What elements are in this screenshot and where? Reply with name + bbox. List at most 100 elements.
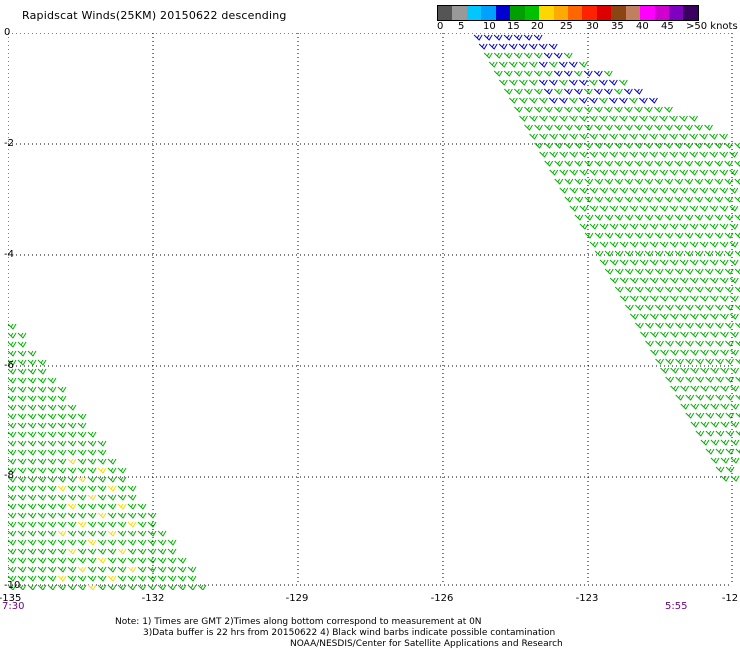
wind-barb: [157, 557, 167, 564]
wind-barb: [669, 205, 679, 212]
wind-barb: [695, 430, 705, 437]
wind-barb: [57, 404, 67, 411]
wind-barb: [579, 97, 588, 104]
wind-barb: [584, 232, 594, 239]
wind-barb: [674, 268, 684, 275]
wind-barb: [700, 331, 709, 338]
wind-barb: [629, 277, 639, 284]
wind-barb: [659, 115, 668, 122]
wind-barb: [604, 142, 614, 149]
wind-barb: [709, 259, 719, 266]
wind-barb: [665, 322, 674, 329]
wind-barb: [705, 358, 714, 365]
wind-barb: [670, 331, 679, 338]
wind-barb: [710, 331, 719, 338]
wind-barb: [704, 268, 714, 275]
wind-barb: [664, 268, 674, 275]
wind-barb: [674, 160, 684, 167]
wind-barb: [599, 115, 608, 122]
wind-barb: [694, 214, 704, 221]
wind-barb: [37, 584, 47, 590]
color-scale-segment: [669, 6, 684, 20]
wind-barb: [17, 440, 27, 447]
color-scale-segment: [567, 6, 583, 20]
wind-barb: [729, 223, 739, 230]
wind-barb: [534, 124, 543, 131]
wind-barb: [553, 70, 563, 77]
wind-barb: [670, 349, 679, 356]
wind-barb: [659, 223, 669, 230]
wind-barb: [107, 485, 117, 492]
color-scale-segment: [596, 6, 612, 20]
wind-barb: [710, 313, 719, 320]
wind-barb: [679, 223, 689, 230]
wind-barb: [513, 52, 523, 59]
wind-barb: [654, 196, 664, 203]
wind-barb: [137, 530, 147, 537]
wind-barb: [544, 142, 554, 149]
wind-barb: [503, 52, 513, 59]
wind-barb: [609, 205, 619, 212]
wind-barb: [8, 404, 17, 411]
wind-barb: [624, 250, 634, 257]
wind-barb: [719, 277, 729, 284]
wind-barb: [714, 304, 724, 311]
wind-barb: [654, 160, 664, 167]
wind-barb: [584, 196, 594, 203]
wind-barb: [137, 503, 147, 510]
wind-barb: [77, 449, 87, 456]
wind-barb: [650, 349, 659, 356]
wind-barb: [704, 232, 714, 239]
wind-barb: [37, 512, 47, 519]
wind-barb: [117, 512, 127, 519]
wind-barb: [127, 530, 137, 537]
wind-barb: [564, 106, 573, 113]
y-tick-label: 0: [4, 27, 11, 38]
wind-barb: [17, 467, 27, 474]
wind-barb: [574, 214, 584, 221]
wind-barb: [634, 304, 644, 311]
wind-barb: [715, 448, 725, 455]
wind-barb: [37, 557, 47, 564]
wind-barb: [690, 367, 700, 374]
wind-barb: [17, 521, 27, 528]
wind-barb: [538, 61, 548, 68]
wind-barb: [594, 160, 604, 167]
wind-barb: [704, 214, 714, 221]
wind-barb: [483, 34, 493, 41]
wind-barb: [664, 142, 674, 149]
wind-barb: [599, 187, 609, 194]
wind-barb: [700, 403, 710, 410]
wind-barb: [57, 530, 67, 537]
wind-barb: [720, 475, 730, 482]
wind-barb: [644, 268, 654, 275]
wind-barb: [684, 214, 694, 221]
wind-barb: [544, 88, 553, 95]
wind-barb: [498, 61, 508, 68]
wind-barb: [624, 268, 634, 275]
wind-barb: [654, 232, 664, 239]
wind-barb: [574, 124, 583, 131]
wind-barb: [8, 440, 17, 447]
wind-barb: [639, 205, 649, 212]
wind-barb: [574, 160, 584, 167]
wind-barb: [67, 467, 77, 474]
wind-barb: [167, 575, 177, 582]
wind-barb: [117, 494, 127, 501]
wind-barb: [624, 142, 634, 149]
wind-barb: [47, 386, 57, 393]
wind-barb: [137, 584, 147, 590]
wind-barb: [17, 530, 27, 537]
wind-barb: [649, 151, 659, 158]
wind-barb: [715, 340, 724, 347]
wind-barb: [549, 169, 559, 176]
wind-barb: [629, 133, 638, 140]
wind-barb: [690, 313, 699, 320]
wind-barb: [97, 449, 107, 456]
wind-barb: [8, 548, 17, 555]
y-tick-label: -4: [4, 249, 14, 260]
wind-barb: [87, 467, 97, 474]
wind-barb: [584, 88, 593, 95]
wind-barb: [87, 503, 97, 510]
wind-barb: [97, 584, 107, 590]
